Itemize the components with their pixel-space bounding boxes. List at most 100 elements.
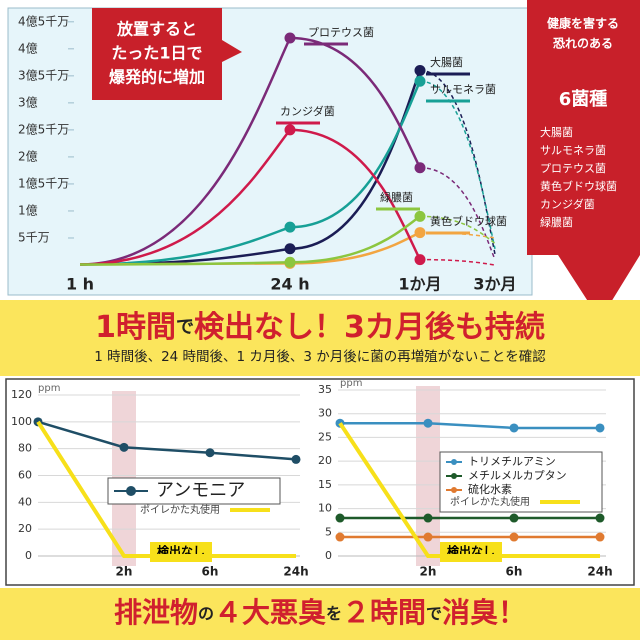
callout-line: 爆発的に増加 [109,68,205,87]
data-point [335,513,345,523]
data-point [284,32,296,44]
banner-part: 消臭！ [442,596,526,629]
data-point [423,418,433,428]
banner-top [0,300,640,376]
banner-top-text: 1時間で検出なし！3カ月後も持続 [95,310,545,345]
side-title: 恐れのある [553,37,613,51]
banner-part: の [198,604,214,623]
legend-label: トリメチルアミン [468,455,556,468]
legend-marker [451,473,457,479]
side-title: 6菌種 [559,88,608,110]
series-line [340,421,600,430]
data-point [291,454,301,464]
data-point [414,75,426,87]
y-tick-label: 40 [18,495,32,508]
series-line [79,36,422,266]
x-tick-label: 1か月 [398,275,441,294]
series-line-dashed [419,215,496,244]
banner-part: 検出なし！3カ月後も持続 [194,310,545,345]
y-tick-label: 0 [325,549,332,562]
side-panel [527,0,640,320]
banner-bottom [0,588,640,640]
series-line [338,422,600,558]
data-point [284,124,296,136]
x-tick-label: 24h [283,565,308,579]
data-point [414,64,426,76]
y-tick-label: 20 [318,454,332,467]
y-tick-label: 60 [18,469,32,482]
legend-marker [451,459,457,465]
data-point [284,256,296,268]
series-line [36,420,296,558]
x-tick-label: 2h [116,565,133,579]
side-list-item: 黄色ブドウ球菌 [540,179,617,193]
data-point [119,442,129,452]
data-point [595,513,605,523]
y-tick-label: 2億 [18,149,38,163]
banner-part: 排泄物 [114,596,198,629]
callout-line: 放置すると [116,20,197,39]
side-list-item: 緑膿菌 [540,215,573,229]
y-tick-label: 1億5千万 [18,176,69,190]
legend-marker [451,487,457,493]
y-tick-label: 30 [318,407,332,420]
y-tick-label: 25 [318,430,332,443]
series-line-dashed [419,80,496,249]
legend-label: ポイレかた丸使用 [450,495,530,508]
banner-part: で [176,317,194,338]
y-axis-label: ppm [340,378,362,389]
legend-label: メチルメルカプタン [468,469,567,482]
data-point [595,423,605,433]
callout-line: たった1日で [111,44,202,63]
x-tick-label: 6h [506,565,523,579]
x-tick-label: 6h [202,565,219,579]
data-point [423,513,433,523]
x-tick-label: 2h [420,565,437,579]
banner-part: 1時間 [95,310,176,345]
data-point [414,210,426,222]
x-tick-label: 1 h [66,275,94,294]
banner-bottom-text: 排泄物の４大悪臭を２時間で消臭！ [114,596,526,629]
y-tick-label: 120 [11,388,32,401]
y-tick-label: 4億 [18,41,38,55]
y-tick-label: 0 [25,549,32,562]
data-point [335,532,345,542]
banner-part: を [326,604,342,623]
series-line-dashed [419,231,496,239]
series-label: サルモネラ菌 [430,83,496,96]
legend-marker [126,486,136,496]
side-list-item: プロテウス菌 [540,162,606,175]
legend-label: 硫化水素 [468,482,512,496]
y-tick-label: 35 [318,383,332,396]
series-line-dashed [419,166,496,260]
data-point [509,513,519,523]
side-list-item: サルモネラ菌 [540,144,606,157]
data-point [595,532,605,542]
y-tick-label: 80 [18,442,32,455]
y-tick-label: 100 [11,415,32,428]
side-title: 健康を害する [547,16,619,31]
banner-part: ２時間 [342,596,426,629]
y-tick-label: 3億5千万 [18,68,69,82]
y-tick-label: 3億 [18,95,38,109]
legend-label: アンモニア [156,480,245,501]
data-point [509,423,519,433]
x-tick-label: 24h [587,565,612,579]
x-tick-label: 3か月 [473,275,516,294]
series-label: 大腸菌 [430,55,463,69]
y-tick-label: 5 [325,525,332,538]
y-tick-label: 20 [18,522,32,535]
data-point [414,227,426,239]
data-point [414,254,426,266]
data-point [423,532,433,542]
banner-part: で [426,604,442,623]
y-tick-label: 4億5千万 [18,14,69,28]
data-point [205,448,215,458]
series-line-dashed [419,69,496,255]
y-tick-label: 5千万 [18,230,50,244]
banner-part: ４大悪臭 [214,596,326,629]
x-tick-label: 24 h [270,275,309,294]
y-tick-label: 1億 [18,203,38,217]
callout-box [92,8,242,100]
